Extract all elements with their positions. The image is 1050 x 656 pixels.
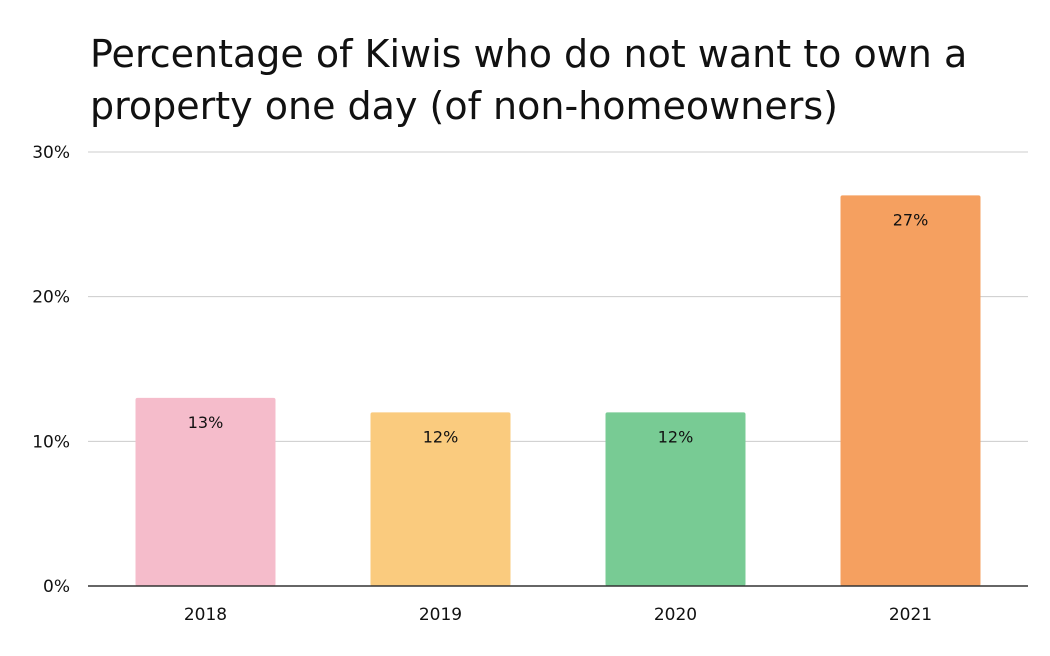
x-axis-ticks: 2018 2019 2020 2021 [184, 605, 932, 625]
x-tick-label: 2018 [184, 605, 227, 625]
bar-2019 [370, 412, 511, 586]
data-labels: 13% 12% 12% 27% [188, 210, 929, 446]
x-tick-label: 2021 [889, 605, 932, 625]
y-axis-ticks: 0% 10% 20% 30% [32, 143, 70, 597]
data-label: 27% [893, 210, 929, 229]
bar-2020 [605, 412, 746, 586]
y-tick-label: 30% [32, 143, 70, 163]
bars [135, 195, 981, 586]
x-tick-label: 2020 [654, 605, 697, 625]
x-tick-label: 2019 [419, 605, 462, 625]
chart-title: Percentage of Kiwis who do not want to o… [90, 32, 968, 128]
data-label: 12% [423, 427, 459, 446]
y-tick-label: 0% [43, 577, 70, 597]
y-tick-label: 20% [32, 288, 70, 308]
data-label: 13% [188, 413, 224, 432]
y-tick-label: 10% [32, 432, 70, 452]
data-label: 12% [658, 427, 694, 446]
bar-2021 [840, 195, 981, 586]
bar-2018 [135, 397, 276, 586]
